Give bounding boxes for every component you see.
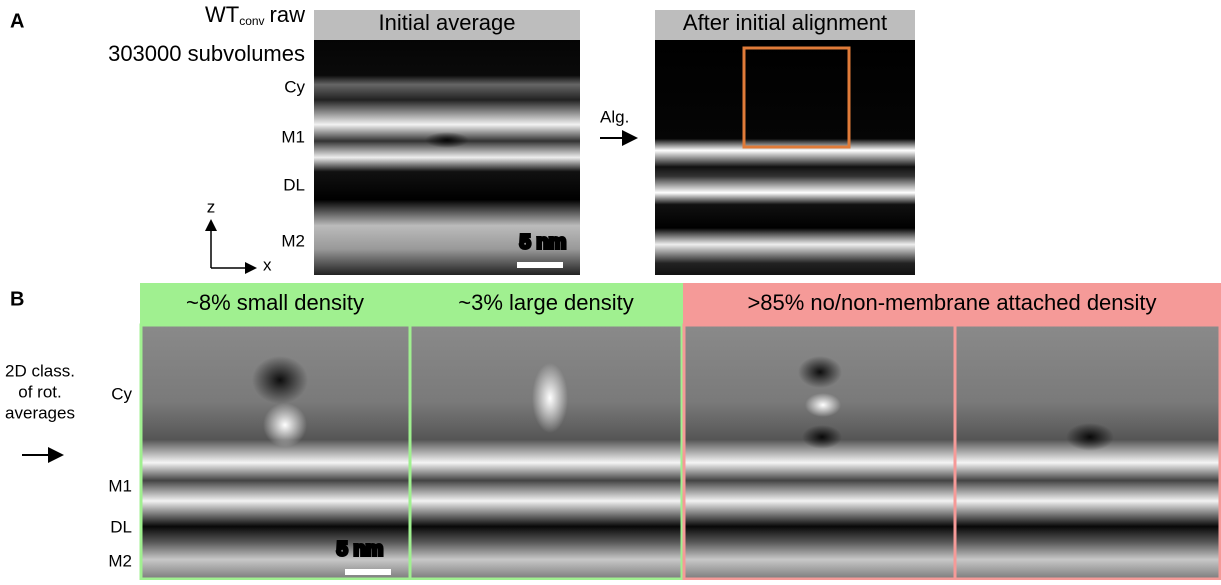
- layer-label: M2: [281, 231, 305, 250]
- micrograph: [655, 40, 915, 275]
- layer-label: DL: [283, 175, 305, 194]
- scale-bar-label: 5 nm: [520, 231, 567, 253]
- layer-label: M2: [108, 551, 132, 570]
- layer-label: M1: [108, 476, 132, 495]
- group-title: ~8% small density: [186, 290, 364, 315]
- panel-label: A: [10, 10, 24, 32]
- group-title: ~3% large density: [458, 290, 634, 315]
- group-title: >85% no/non-membrane attached density: [747, 290, 1156, 315]
- panel-label: B: [10, 288, 24, 310]
- image-title: After initial alignment: [683, 10, 887, 35]
- micrograph-detail: [425, 132, 469, 148]
- micrograph-detail: [805, 393, 841, 417]
- micrograph-detail: [798, 356, 842, 388]
- image-title: Initial average: [379, 10, 516, 35]
- arrow-label: Alg.: [600, 107, 629, 126]
- subvolume-count: 303000 subvolumes: [108, 41, 305, 66]
- layer-label: Cy: [284, 77, 305, 96]
- method-label: averages: [5, 403, 75, 422]
- scale-bar-label: 5 nm: [337, 538, 384, 560]
- layer-label: DL: [110, 517, 132, 536]
- micrograph-detail: [263, 403, 307, 447]
- micrograph-detail: [252, 356, 308, 404]
- axis-label: z: [207, 197, 216, 216]
- figure: A WTconvraw 303000 subvolumes Cy M1 DL M…: [0, 0, 1221, 580]
- method-label: of rot.: [18, 382, 61, 401]
- layer-label: M1: [281, 127, 305, 146]
- axis-label: x: [263, 255, 272, 274]
- micrograph-detail: [1066, 423, 1114, 451]
- layer-label: Cy: [111, 384, 132, 403]
- method-label: 2D class.: [5, 361, 75, 380]
- micrograph-detail: [532, 363, 568, 433]
- scale-bar: [517, 262, 563, 268]
- scale-bar: [345, 569, 391, 575]
- micrograph-detail: [802, 425, 842, 449]
